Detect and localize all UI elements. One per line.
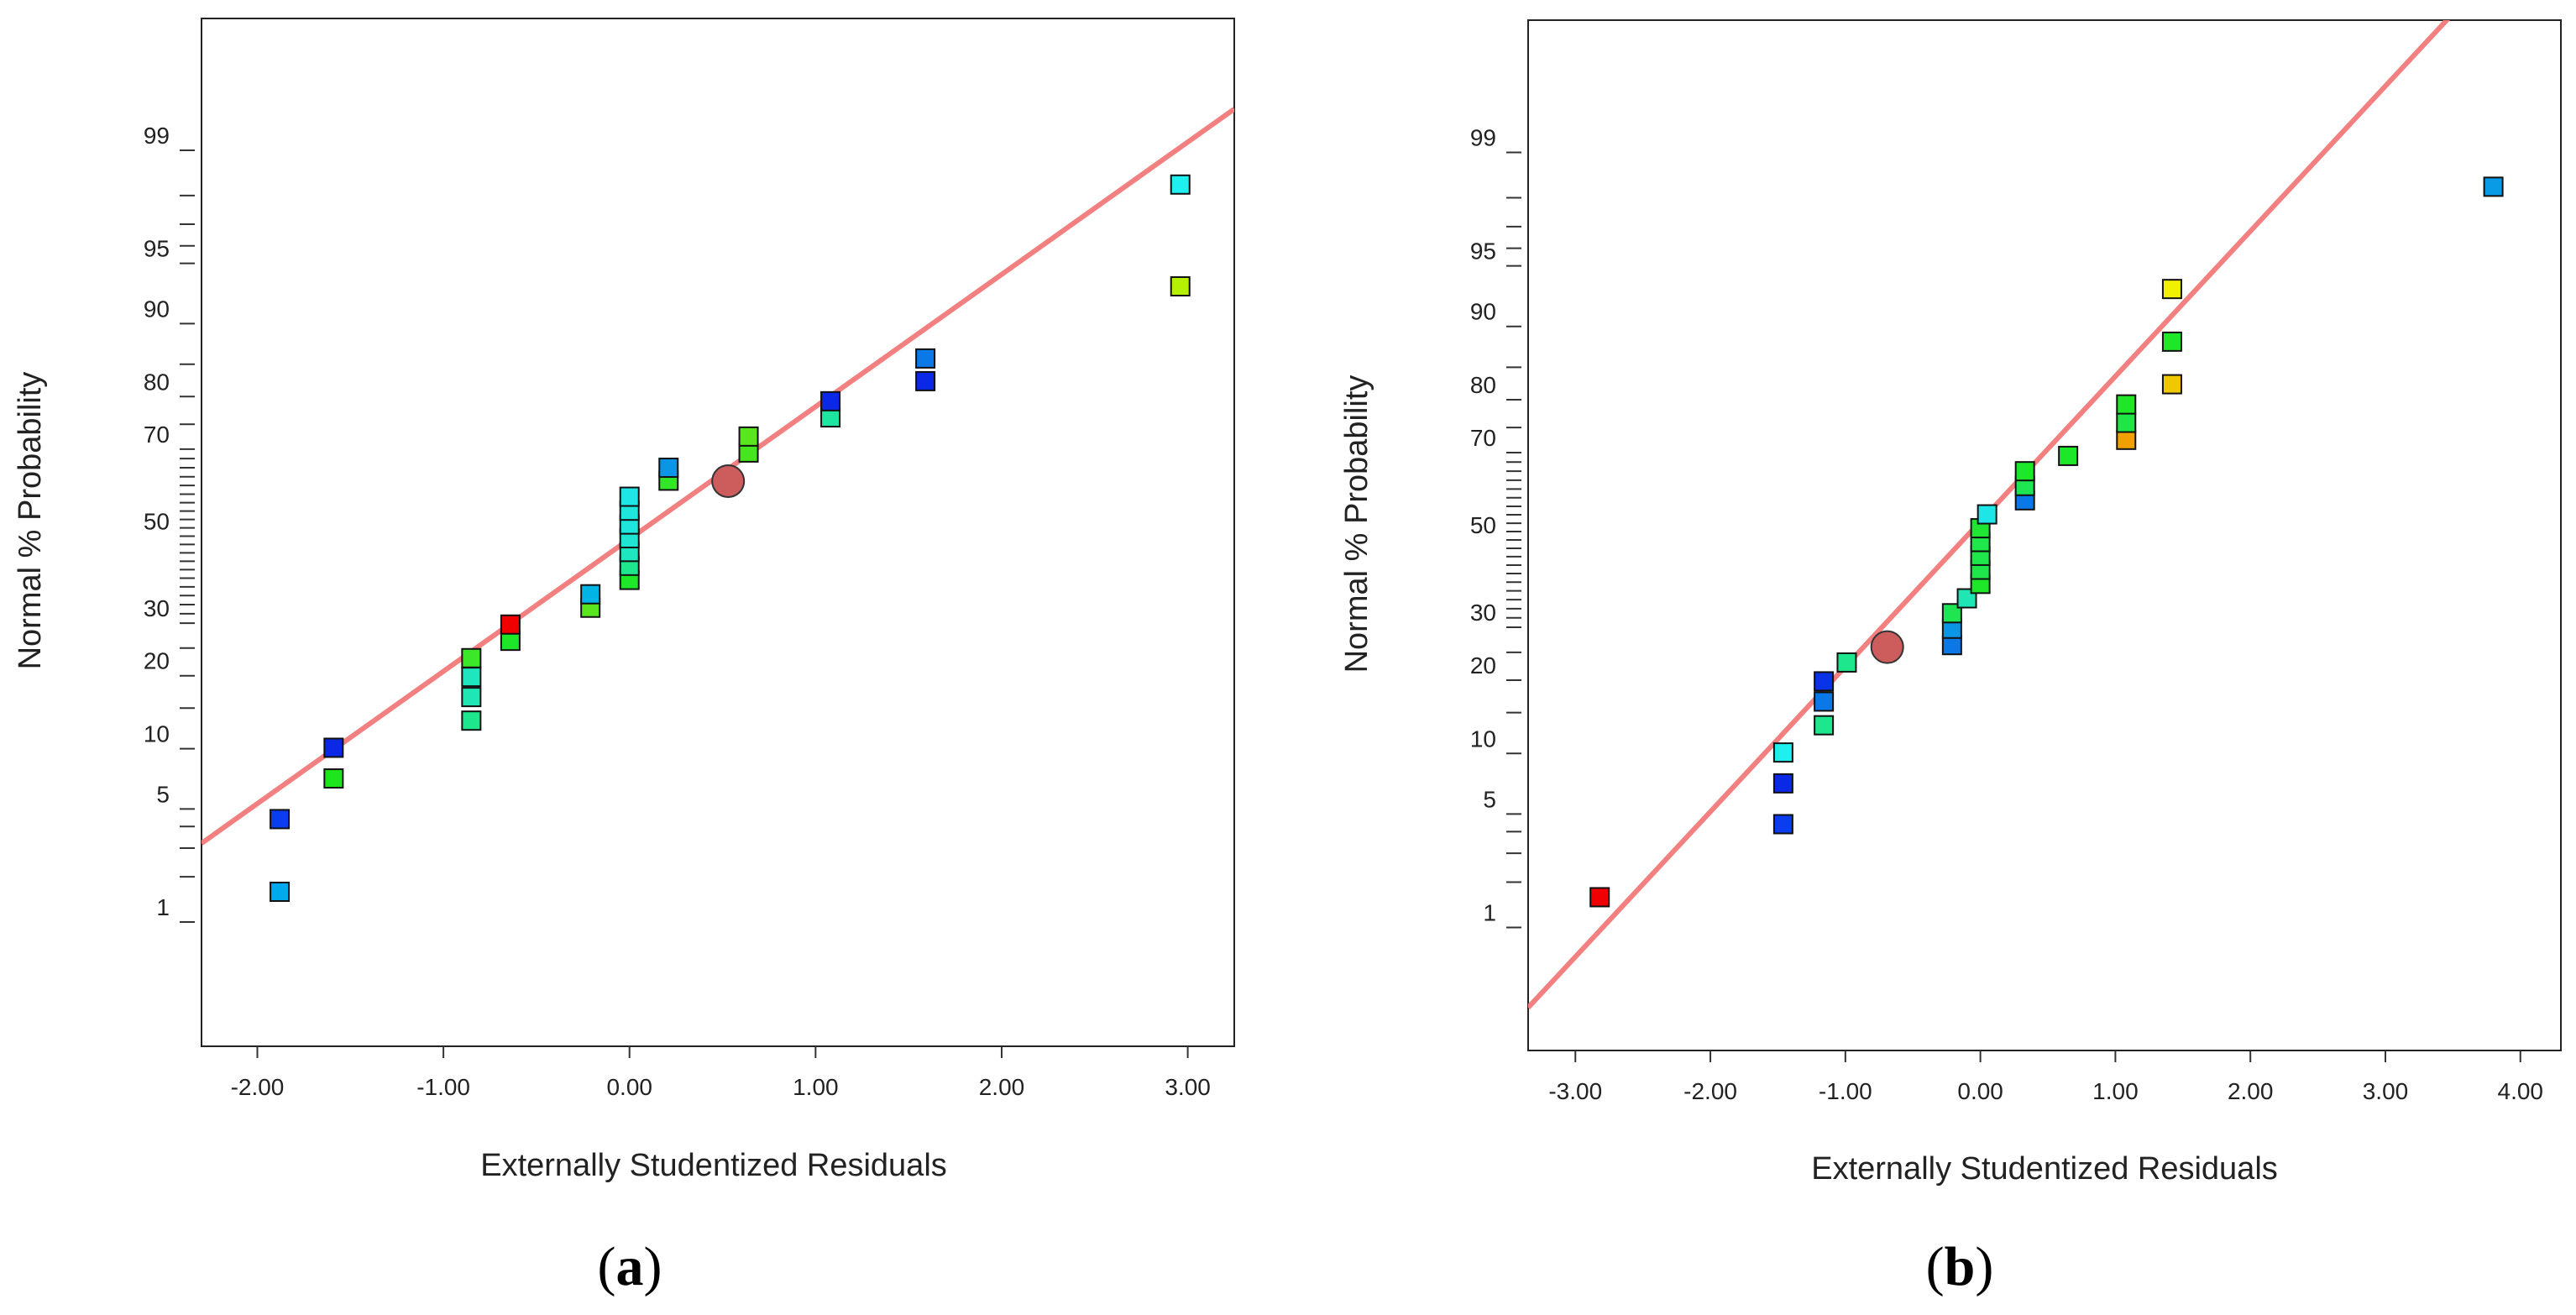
- data-point: [1814, 691, 1835, 712]
- data-point: [2116, 429, 2137, 450]
- data-point: [1772, 773, 1793, 794]
- data-point: [2116, 394, 2137, 415]
- data-point: [461, 710, 482, 731]
- y-tick-label: 20: [144, 648, 170, 674]
- data-point: [619, 486, 640, 507]
- data-point: [1772, 742, 1793, 763]
- panel-label-close: ): [1975, 1236, 1993, 1297]
- y-tick-label: 70: [1470, 425, 1496, 451]
- y-tick-label: 95: [1470, 238, 1496, 265]
- y-tick-label: 90: [144, 296, 170, 322]
- chart-panel-a: 1 5 10 20 30 50 70 80 90 95 99 -2.00 -1.00 0.00 1.00 2.…: [13, 18, 1235, 1297]
- y-tick-label: 30: [1470, 600, 1496, 626]
- data-point: [738, 426, 759, 447]
- y-tick-label: 80: [144, 369, 170, 395]
- x-tick-label: 2.00: [979, 1074, 1025, 1100]
- data-point: [270, 809, 291, 830]
- y-tick-label: 5: [1483, 786, 1496, 812]
- data-point: [580, 584, 601, 605]
- y-tick-label: 1: [156, 894, 170, 920]
- panel-label: (b): [1926, 1236, 1994, 1297]
- data-point: [1836, 652, 1857, 673]
- panel-label-letter: b: [1945, 1236, 1976, 1297]
- y-tick-label: 70: [144, 422, 170, 448]
- x-tick-label: 4.00: [2498, 1078, 2544, 1104]
- x-tick-label: -2.00: [231, 1074, 285, 1100]
- y-tick-label: 90: [1470, 299, 1496, 325]
- data-point: [915, 348, 936, 369]
- plot-area: [1527, 19, 2562, 1051]
- data-point: [915, 370, 936, 391]
- y-tick-label: 1: [1483, 900, 1496, 926]
- x-axis-title: Externally Studentized Residuals: [1811, 1151, 2278, 1187]
- data-point: [1814, 671, 1835, 692]
- y-axis-title: Normal % Probability: [13, 372, 48, 670]
- x-tick-label: -1.00: [416, 1074, 470, 1100]
- data-point: [323, 737, 344, 758]
- highlight-point: [1870, 630, 1904, 664]
- x-tick-label: 0.00: [1957, 1078, 2003, 1104]
- data-point: [820, 390, 841, 411]
- x-tick-label: -3.00: [1548, 1078, 1602, 1104]
- data-point: [2014, 461, 2035, 482]
- y-tick-label: 95: [144, 236, 170, 262]
- x-tick-label: 2.00: [2228, 1078, 2274, 1104]
- x-tick-label: 0.00: [606, 1074, 652, 1100]
- data-point: [2058, 445, 2079, 466]
- y-tick-label: 5: [156, 781, 170, 807]
- data-point: [2161, 331, 2182, 352]
- data-point: [461, 687, 482, 708]
- x-tick-label: 1.00: [793, 1074, 839, 1100]
- x-tick-label: 3.00: [1165, 1074, 1211, 1100]
- data-point: [461, 647, 482, 668]
- data-point: [1814, 715, 1835, 736]
- x-axis-title: Externally Studentized Residuals: [480, 1148, 947, 1183]
- data-point: [1977, 504, 1997, 525]
- y-tick-label: 10: [144, 721, 170, 747]
- panel-label-open: (: [1926, 1236, 1945, 1297]
- highlight-point: [711, 464, 746, 498]
- data-point: [1589, 887, 1610, 908]
- data-point: [1941, 603, 1962, 624]
- data-point: [658, 458, 679, 479]
- y-tick-label: 20: [1470, 652, 1496, 678]
- data-point: [2161, 374, 2182, 395]
- fit-line: [1528, 20, 2451, 1009]
- y-tick-label: 80: [1470, 372, 1496, 398]
- y-tick-label: 99: [144, 123, 170, 149]
- data-point: [2483, 176, 2504, 197]
- plot-area: [201, 18, 1235, 1047]
- x-tick-label: 1.00: [2092, 1078, 2139, 1104]
- data-point: [461, 667, 482, 688]
- data-point: [1772, 814, 1793, 835]
- y-tick-label: 10: [1470, 726, 1496, 752]
- panel-label-open: (: [598, 1236, 616, 1297]
- data-point: [323, 768, 344, 789]
- data-point: [270, 882, 291, 903]
- y-tick-label: 30: [144, 595, 170, 621]
- data-point: [2116, 412, 2137, 433]
- y-axis-title: Normal % Probability: [1339, 375, 1374, 673]
- y-tick-label: 50: [144, 509, 170, 535]
- x-tick-label: 3.00: [2363, 1078, 2409, 1104]
- data-point: [500, 614, 521, 635]
- panel-label: (a): [598, 1236, 662, 1297]
- panel-label-letter: a: [616, 1236, 644, 1297]
- data-point: [1170, 174, 1191, 195]
- y-tick-label: 99: [1470, 124, 1496, 150]
- x-tick-label: -1.00: [1819, 1078, 1872, 1104]
- panel-label-close: ): [644, 1236, 662, 1297]
- data-point: [2161, 279, 2182, 300]
- y-tick-label: 50: [1470, 512, 1496, 538]
- data-point: [1170, 276, 1191, 297]
- chart-panel-b: 1 5 10 20 30 50 70 80 90 95 99 -3.00 -2.00 -1.00 0.00 1…: [1339, 19, 2562, 1297]
- x-tick-label: -2.00: [1683, 1078, 1737, 1104]
